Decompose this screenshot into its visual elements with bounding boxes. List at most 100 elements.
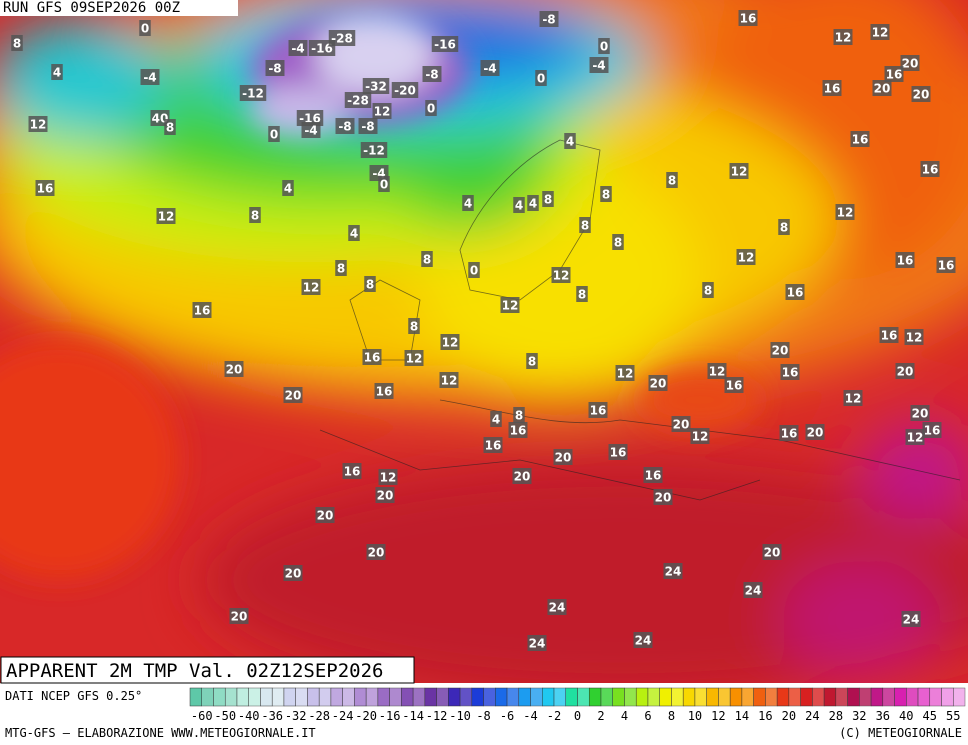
temp-label: 20 — [283, 387, 303, 403]
label-box — [901, 611, 921, 627]
temp-label: 12 — [904, 329, 924, 345]
label-box — [608, 444, 628, 460]
label-box — [707, 363, 727, 379]
label-box — [301, 279, 321, 295]
label-box — [508, 422, 528, 438]
label-value: 16 — [787, 286, 804, 300]
label-value: 0 — [380, 178, 388, 192]
label-box — [879, 327, 899, 343]
label-value: -16 — [311, 42, 333, 56]
label-value: 8 — [166, 121, 174, 135]
temp-label: -16 — [431, 36, 459, 52]
temp-label: 8 — [408, 318, 420, 334]
temp-label: 4 — [490, 411, 502, 427]
label-box — [364, 276, 376, 292]
temp-label: 12 — [870, 24, 890, 40]
label-value: 24 — [903, 613, 920, 627]
temp-label: -8 — [539, 11, 559, 27]
temp-label: 0 — [268, 126, 280, 142]
label-box — [785, 284, 805, 300]
legend-swatch — [424, 687, 437, 707]
temp-label: -8 — [358, 118, 378, 134]
label-value: 16 — [194, 304, 211, 318]
temp-label: 4 — [51, 64, 63, 80]
label-value: 4 — [464, 197, 472, 211]
temp-label: 20 — [366, 544, 386, 560]
temp-label: 8 — [421, 251, 433, 267]
legend-swatch — [776, 687, 790, 707]
color-legend: -60 -50 -40 -36 -32 -28 -24 -20 -16 -14 -12 -10 -8 -6… — [189, 687, 966, 723]
label-box — [378, 469, 398, 485]
legend-swatch — [788, 687, 801, 707]
legend-swatch — [800, 687, 813, 707]
label-value: -8 — [338, 120, 351, 134]
label-box — [778, 219, 790, 235]
temp-label: 12 — [729, 163, 749, 179]
legend-swatch — [565, 687, 578, 707]
label-value: 24 — [665, 565, 682, 579]
temp-label: 8 — [702, 282, 714, 298]
temp-label: 20 — [895, 363, 915, 379]
legend-label: 12 — [711, 709, 725, 723]
label-value: 12 — [441, 374, 458, 388]
label-value: 12 — [835, 31, 852, 45]
legend-swatch — [953, 687, 966, 707]
temp-label: 16 — [779, 425, 799, 441]
label-value: 16 — [726, 379, 743, 393]
temp-label: 16 — [780, 364, 800, 380]
legend-label: 40 — [899, 709, 913, 723]
label-value: 8 — [704, 284, 712, 298]
label-value: 20 — [655, 491, 672, 505]
label-value: 4 — [492, 413, 500, 427]
label-value: 12 — [442, 336, 459, 350]
temp-label: 24 — [663, 563, 683, 579]
legend-label: -8 — [476, 709, 490, 723]
label-box — [539, 11, 559, 27]
temp-label: 16 — [342, 463, 362, 479]
legend-label: -4 — [523, 709, 537, 723]
label-value: 16 — [881, 329, 898, 343]
label-box — [690, 428, 710, 444]
temp-label: 12 — [440, 334, 460, 350]
label-value: -4 — [291, 42, 304, 56]
legend-swatch — [682, 687, 696, 707]
label-box — [358, 118, 378, 134]
label-box — [564, 133, 576, 149]
label-value: 20 — [317, 509, 334, 523]
label-box — [666, 172, 678, 188]
legend-swatch — [671, 687, 684, 707]
label-box — [192, 302, 212, 318]
label-box — [547, 599, 567, 615]
label-box — [702, 282, 714, 298]
label-value: 20 — [231, 610, 248, 624]
label-value: 12 — [374, 105, 391, 119]
label-value: 16 — [886, 68, 903, 82]
legend-label: 2 — [597, 709, 604, 723]
temp-label: 12 — [551, 267, 571, 283]
label-value: 16 — [782, 366, 799, 380]
label-value: 12 — [845, 392, 862, 406]
label-box — [671, 416, 691, 432]
label-box — [408, 318, 420, 334]
temp-label: 16 — [362, 349, 382, 365]
temp-label: 12 — [378, 469, 398, 485]
legend-swatch — [718, 687, 731, 707]
legend-swatch — [224, 687, 238, 707]
temp-label: 20 — [762, 544, 782, 560]
label-box — [663, 563, 683, 579]
label-box — [268, 126, 280, 142]
temp-label: 16 — [895, 252, 915, 268]
legend-label: -40 — [238, 709, 260, 723]
legend-swatch — [436, 687, 449, 707]
label-box — [738, 10, 758, 26]
temp-label: 20 — [900, 55, 920, 71]
label-box — [239, 85, 267, 101]
label-box — [348, 225, 360, 241]
legend-label: 16 — [758, 709, 772, 723]
label-box — [229, 608, 249, 624]
label-box — [431, 36, 459, 52]
label-box — [342, 463, 362, 479]
temp-label: 24 — [901, 611, 921, 627]
label-box — [920, 161, 940, 177]
label-value: 12 — [872, 26, 889, 40]
